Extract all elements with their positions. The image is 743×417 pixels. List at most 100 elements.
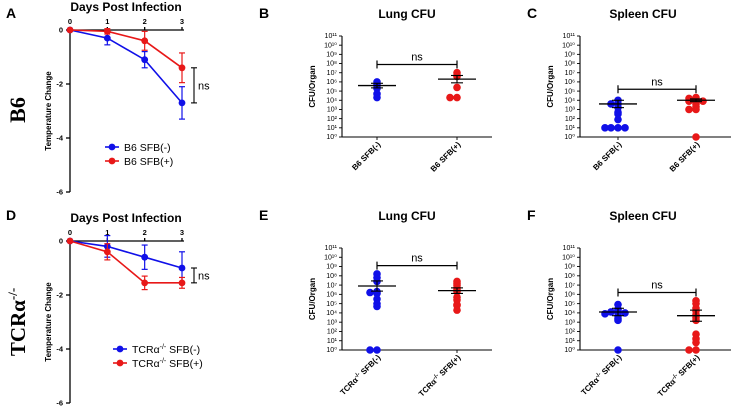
- y-axis-label-c: CFU/Organ: [546, 65, 555, 107]
- series-line-d-1: [69, 240, 182, 284]
- data-point-e: [366, 346, 374, 354]
- data-point-d: [178, 264, 186, 272]
- y-tick-label-a: 0: [59, 26, 63, 35]
- data-point-e: [453, 306, 461, 314]
- chart-title-c: Spleen CFU: [609, 7, 676, 21]
- y-tick-label-e: 10²: [327, 329, 338, 336]
- chart-title-e: Lung CFU: [378, 209, 435, 223]
- panel-letter-b: B: [259, 5, 269, 21]
- panel-letter-e: E: [259, 207, 268, 223]
- chart-title-a: Days Post Infection: [70, 0, 181, 14]
- x-tick-label-f: TCRα-/- SFB(-): [579, 353, 623, 397]
- y-tick-label-e: 10¹⁰: [324, 253, 337, 261]
- y-tick-label-e: 10¹¹: [325, 245, 338, 252]
- y-tick-label-a: -4: [56, 134, 63, 143]
- y-tick-label-d: -2: [56, 291, 63, 300]
- y-tick-label-e: 10⁴: [326, 310, 337, 317]
- data-point-d: [141, 253, 149, 261]
- data-point-b: [453, 93, 461, 102]
- row-label-b6: B6: [5, 97, 30, 123]
- data-point-f: [614, 346, 622, 354]
- data-point-c: [614, 124, 622, 132]
- x-tick-label-b: B6 SFB(+): [429, 140, 463, 174]
- x-tick-label-d: 0: [68, 228, 72, 237]
- data-point-a: [66, 26, 74, 34]
- y-tick-label-e: 10⁸: [326, 273, 337, 280]
- legend-marker-a: [108, 143, 116, 151]
- data-point-c: [692, 105, 700, 114]
- legend-marker-d: [116, 359, 124, 367]
- y-tick-label-a: -2: [56, 80, 63, 89]
- data-point-e: [373, 302, 381, 311]
- chart-title-b: Lung CFU: [378, 7, 435, 21]
- sig-label-e: ns: [411, 253, 423, 265]
- data-point-d: [141, 279, 149, 287]
- y-tick-label-f: 10³: [565, 319, 576, 326]
- y-tick-label-c: 10¹⁰: [562, 41, 575, 49]
- series-line-d-0: [69, 240, 183, 269]
- sig-label-f: ns: [651, 280, 663, 292]
- x-tick-label-b: B6 SFB(-): [350, 140, 382, 172]
- legend-label-a: B6 SFB(-): [124, 142, 171, 154]
- x-tick-label-c: B6 SFB(+): [668, 140, 702, 174]
- data-point-c: [614, 115, 622, 124]
- panel-letter-d: D: [6, 207, 16, 223]
- x-tick-label-f: TCRα-/- SFB(+): [656, 353, 702, 399]
- y-tick-label-b: 10¹⁰: [324, 41, 337, 49]
- y-tick-label-f: 10²: [565, 329, 576, 336]
- y-tick-label-d: -4: [56, 345, 63, 354]
- x-tick-label-d: 2: [143, 228, 147, 237]
- data-point-c: [601, 124, 609, 132]
- data-point-a: [178, 99, 186, 107]
- y-tick-label-b: 10²: [327, 116, 338, 123]
- sig-label-d: ns: [198, 270, 210, 282]
- data-point-d: [66, 237, 74, 245]
- y-tick-label-e: 10⁰: [326, 346, 337, 354]
- data-point-c: [692, 133, 700, 141]
- x-tick-label-a: 1: [105, 17, 109, 26]
- data-point-b: [446, 93, 454, 102]
- y-tick-label-b: 10⁵: [326, 88, 337, 95]
- panel-letter-f: F: [527, 207, 536, 223]
- y-tick-label-b: 10⁶: [326, 79, 337, 86]
- y-axis-label-e: CFU/Organ: [308, 278, 317, 320]
- y-tick-label-e: 10¹: [327, 338, 338, 345]
- y-tick-label-f: 10¹¹: [563, 245, 576, 252]
- data-point-a: [103, 27, 111, 35]
- y-tick-label-b: 10⁰: [326, 133, 337, 141]
- y-axis-label-f: CFU/Organ: [546, 278, 555, 320]
- y-tick-label-c: 10⁵: [564, 88, 575, 95]
- data-point-e: [366, 288, 374, 297]
- y-tick-label-c: 10²: [565, 116, 576, 123]
- y-tick-label-e: 10⁷: [327, 282, 338, 289]
- x-tick-label-d: 1: [105, 228, 109, 237]
- y-tick-label-f: 10⁵: [564, 301, 575, 308]
- y-tick-label-f: 10⁹: [564, 264, 575, 271]
- y-tick-label-c: 10⁰: [564, 133, 575, 141]
- y-tick-label-e: 10⁶: [326, 292, 337, 299]
- data-point-a: [178, 64, 186, 72]
- series-line-a-0: [69, 29, 183, 104]
- chart-title-d: Days Post Infection: [70, 211, 181, 225]
- y-tick-label-f: 10⁰: [564, 346, 575, 354]
- sig-label-a: ns: [198, 80, 210, 92]
- y-tick-label-a: -6: [56, 188, 63, 197]
- y-tick-label-c: 10⁷: [565, 70, 576, 77]
- y-tick-label-e: 10⁹: [326, 264, 337, 271]
- y-tick-label-c: 10¹: [565, 125, 576, 132]
- y-tick-label-c: 10⁴: [564, 97, 575, 104]
- data-point-d: [103, 248, 111, 256]
- legend-marker-d: [116, 345, 124, 353]
- legend-label-d: TCRα-/- SFB(-): [132, 344, 200, 356]
- legend-marker-a: [108, 157, 116, 165]
- y-tick-label-b: 10⁹: [326, 52, 337, 59]
- y-tick-label-c: 10³: [565, 107, 576, 114]
- row-label-tcra: TCRα-/-: [5, 288, 30, 356]
- data-point-d: [178, 279, 186, 287]
- x-tick-label-c: B6 SFB(-): [591, 140, 623, 172]
- y-tick-label-c: 10⁹: [564, 52, 575, 59]
- sig-label-c: ns: [651, 76, 663, 88]
- y-axis-label-b: CFU/Organ: [308, 65, 317, 107]
- x-tick-label-e: TCRα-/- SFB(+): [417, 353, 463, 399]
- data-point-f: [614, 316, 622, 325]
